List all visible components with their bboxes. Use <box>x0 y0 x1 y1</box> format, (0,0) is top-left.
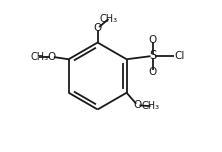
Text: O: O <box>48 52 56 62</box>
Text: CH₃: CH₃ <box>141 101 160 111</box>
Text: O: O <box>133 100 142 110</box>
Text: O: O <box>149 67 157 77</box>
Text: Cl: Cl <box>174 51 185 61</box>
Text: O: O <box>149 35 157 45</box>
Text: CH₃: CH₃ <box>30 52 48 62</box>
Text: O: O <box>93 23 102 33</box>
Text: S: S <box>149 49 156 62</box>
Text: CH₃: CH₃ <box>99 14 118 24</box>
